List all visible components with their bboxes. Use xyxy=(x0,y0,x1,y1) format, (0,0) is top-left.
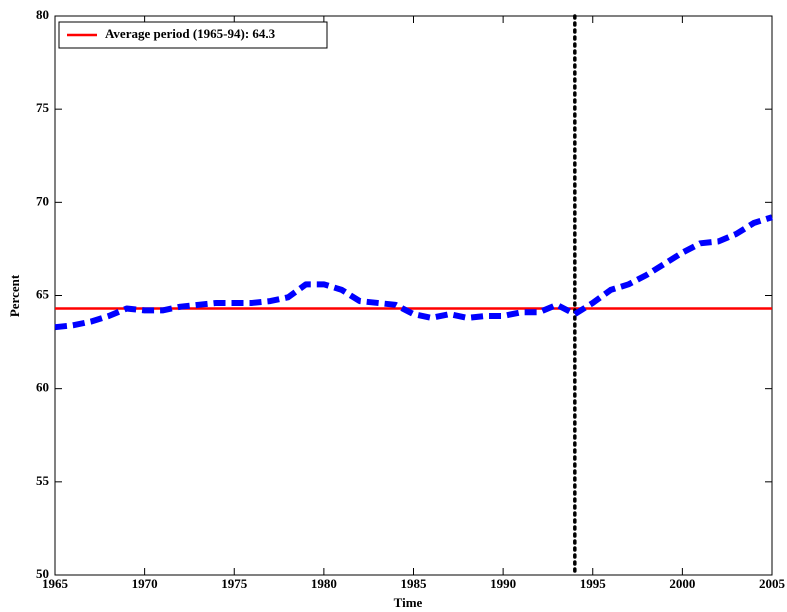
x-tick-label: 1985 xyxy=(401,576,428,591)
x-tick-label: 1995 xyxy=(580,576,607,591)
y-axis-label: Percent xyxy=(7,274,22,317)
x-tick-label: 1990 xyxy=(490,576,516,591)
x-axis-label: Time xyxy=(394,595,423,610)
y-tick-label: 65 xyxy=(36,286,50,301)
y-tick-label: 75 xyxy=(36,100,50,115)
y-tick-label: 55 xyxy=(36,473,50,488)
x-tick-label: 1980 xyxy=(311,576,337,591)
y-tick-label: 60 xyxy=(36,380,49,395)
x-tick-label: 2000 xyxy=(669,576,695,591)
x-tick-label: 2005 xyxy=(759,576,786,591)
y-tick-label: 50 xyxy=(36,566,49,581)
plot-frame xyxy=(54,15,773,576)
legend-box xyxy=(58,21,328,49)
y-tick-label: 70 xyxy=(36,193,49,208)
x-tick-label: 1975 xyxy=(221,576,248,591)
data-line xyxy=(54,214,773,331)
legend-label: Average period (1965-94): 64.3 xyxy=(105,26,276,41)
x-tick-label: 1965 xyxy=(42,576,69,591)
y-tick-label: 80 xyxy=(36,7,49,22)
x-tick-label: 1970 xyxy=(132,576,158,591)
